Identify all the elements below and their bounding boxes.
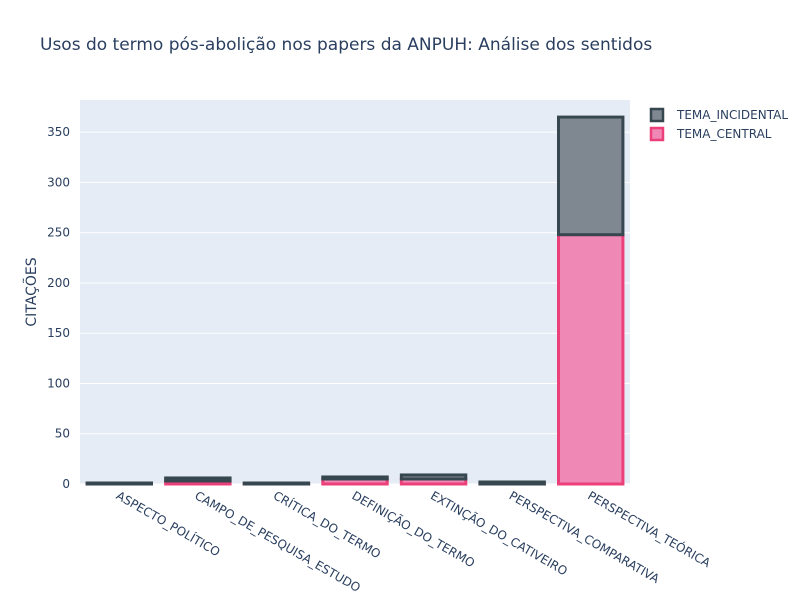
legend-swatch <box>649 107 665 123</box>
grid-layer <box>80 131 630 485</box>
y-axis-ticks: 0 50 100 150 200 250 300 350 <box>47 125 70 491</box>
legend-swatch <box>649 126 665 142</box>
bar-tema-central[interactable] <box>557 233 625 486</box>
legend[interactable]: TEMA_INCIDENTAL TEMA_CENTRAL <box>649 107 788 142</box>
bar-tema-incidental[interactable] <box>85 481 153 486</box>
y-axis-label: CITAÇÕES <box>23 257 40 326</box>
chart-title: Usos do termo pós-abolição nos papers da… <box>40 35 652 55</box>
x-axis-ticks: ASPECTO_POLÍTICOCAMPO_DE_PESQUISA_ESTUDO… <box>114 488 714 595</box>
y-tick-label: 150 <box>47 326 70 340</box>
x-tick-label: DEFINIÇÃO_DO_TERMO <box>350 488 478 571</box>
y-tick-label: 50 <box>55 427 70 441</box>
bar-layer <box>85 115 625 486</box>
legend-label: TEMA_INCIDENTAL <box>676 108 788 122</box>
x-tick-label: PERSPECTIVA_TEÓRICA <box>585 488 714 571</box>
x-tick-label: PERSPECTIVA_COMPARATIVA <box>507 488 663 586</box>
y-tick-label: 100 <box>47 376 70 390</box>
bar-tema-incidental[interactable] <box>478 480 546 486</box>
legend-label: TEMA_CENTRAL <box>676 127 772 141</box>
legend-item-tema-central[interactable]: TEMA_CENTRAL <box>649 126 772 142</box>
legend-item-tema-incidental[interactable]: TEMA_INCIDENTAL <box>649 107 788 123</box>
y-tick-label: 200 <box>47 276 70 290</box>
plot-background <box>80 100 630 484</box>
y-tick-label: 300 <box>47 175 70 189</box>
bar-tema-incidental[interactable] <box>164 476 232 483</box>
x-tick-label: CAMPO_DE_PESQUISA_ESTUDO <box>192 488 362 594</box>
bar-tema-incidental[interactable] <box>321 475 389 481</box>
y-tick-label: 350 <box>47 125 70 139</box>
y-tick-label: 0 <box>62 477 70 491</box>
y-tick-label: 250 <box>47 226 70 240</box>
bar-tema-incidental[interactable] <box>557 115 625 237</box>
bar-tema-incidental[interactable] <box>242 481 311 486</box>
bar-tema-incidental[interactable] <box>399 473 468 481</box>
x-tick-label: EXTINÇÃO_DO_CATIVEIRO <box>428 488 570 579</box>
